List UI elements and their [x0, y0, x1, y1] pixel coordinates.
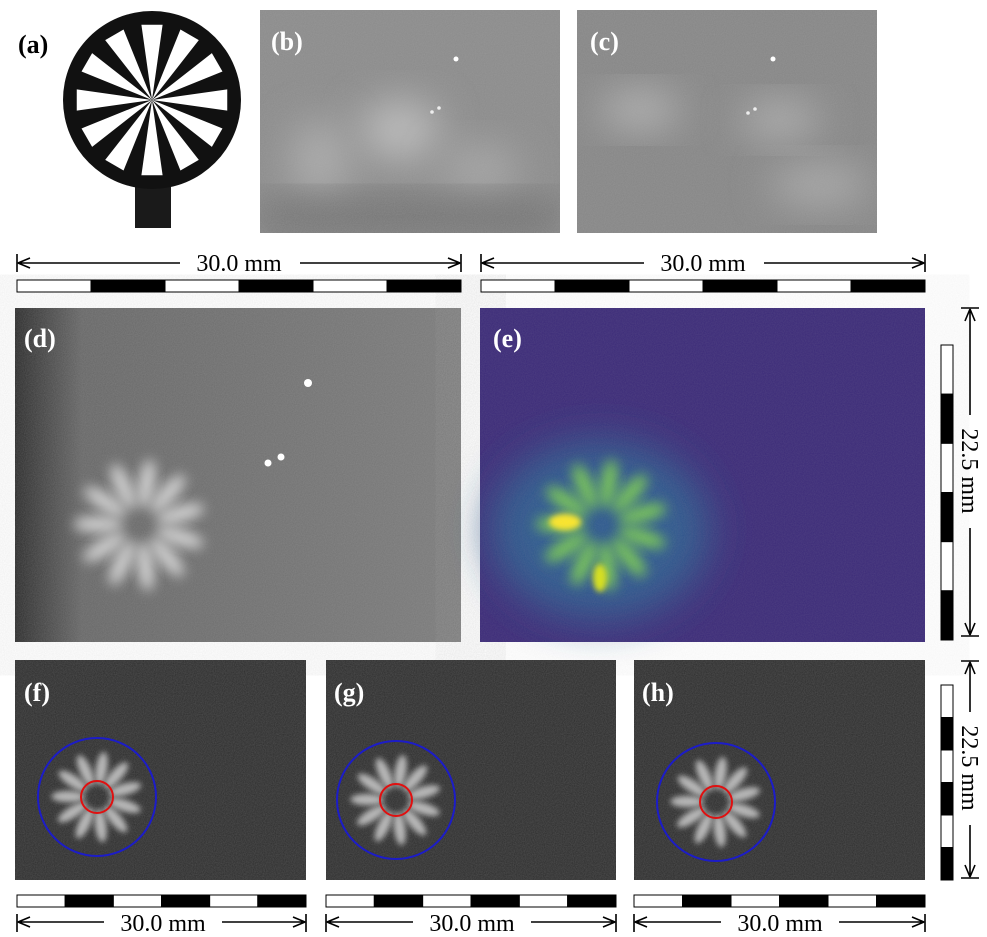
scale-segment	[91, 280, 165, 292]
scale-segment	[780, 895, 829, 907]
scale-segment	[851, 280, 925, 292]
image-panel	[634, 660, 925, 880]
figure: 30.0 mm 30.0 mm 30.0 mm 30.0 mm 30.0 mm …	[0, 0, 987, 937]
scale-label: 30.0 mm	[737, 911, 823, 937]
scale-segment	[941, 815, 953, 848]
scale-arrow: 22.5 mm 22.5 mm	[956, 308, 982, 878]
scale-label: 30.0 mm	[196, 251, 282, 277]
scale-segment	[568, 895, 616, 907]
scale-segment	[519, 895, 567, 907]
scale-segment	[941, 394, 953, 443]
scale-segment	[162, 895, 210, 907]
scale-segment	[941, 542, 953, 591]
noise	[326, 660, 616, 880]
scale-segment	[17, 280, 91, 292]
scale-segment	[481, 280, 555, 292]
image	[326, 660, 616, 880]
scale-segment	[387, 280, 461, 292]
noise	[15, 660, 306, 880]
scale-segment	[941, 783, 953, 816]
image-d	[15, 308, 461, 642]
scale-segment	[239, 280, 313, 292]
panel-label: (a)	[18, 30, 48, 59]
panel-label: (b)	[271, 27, 303, 56]
image-b	[260, 10, 560, 233]
scale-segment	[731, 895, 780, 907]
scale-label: 30.0 mm	[120, 911, 206, 937]
scale-segment	[471, 895, 519, 907]
scale-segment	[941, 750, 953, 783]
panel-label: (h)	[642, 678, 674, 707]
scale-segment	[258, 895, 306, 907]
scale-segment	[113, 895, 161, 907]
scale-segment	[941, 443, 953, 492]
target-image	[63, 11, 241, 228]
image	[15, 660, 306, 880]
image-e	[480, 308, 925, 642]
scale-arrow: 30.0 mm 30.0 mm	[17, 251, 925, 277]
scale-label: 30.0 mm	[429, 911, 515, 937]
scale-arrow: 30.0 mm 30.0 mm 30.0 mm	[17, 911, 925, 937]
scale-segment	[941, 345, 953, 394]
image-c	[577, 10, 877, 233]
scale-segment	[629, 280, 703, 292]
scale-segment	[941, 493, 953, 542]
scale-label: 22.5 mm	[956, 725, 982, 811]
scale-label: 22.5 mm	[956, 428, 982, 514]
scale-segment	[941, 848, 953, 881]
scale-segment	[703, 280, 777, 292]
panel-label: (d)	[24, 324, 56, 353]
scale-segment	[941, 591, 953, 640]
scale-segment	[941, 685, 953, 718]
scale-segment	[210, 895, 258, 907]
scale-segment	[65, 895, 113, 907]
scale-segment	[374, 895, 422, 907]
scale-segment	[165, 280, 239, 292]
scale-segment	[634, 895, 683, 907]
scale-segment	[777, 280, 851, 292]
scale-segment	[941, 718, 953, 751]
scale-segment	[326, 895, 374, 907]
scale-segment	[17, 895, 65, 907]
image-panel	[326, 660, 616, 880]
panel-label: (e)	[493, 324, 522, 353]
panel-label: (f)	[24, 678, 50, 707]
scale-segment	[877, 895, 926, 907]
scale-label: 30.0 mm	[660, 251, 746, 277]
image-panel	[15, 660, 306, 880]
scale-segment	[423, 895, 471, 907]
panel-label: (c)	[590, 27, 619, 56]
scale-segment	[555, 280, 629, 292]
panel-label: (g)	[334, 678, 364, 707]
scale-segment	[683, 895, 732, 907]
scale-segment	[313, 280, 387, 292]
scale-segment	[828, 895, 877, 907]
